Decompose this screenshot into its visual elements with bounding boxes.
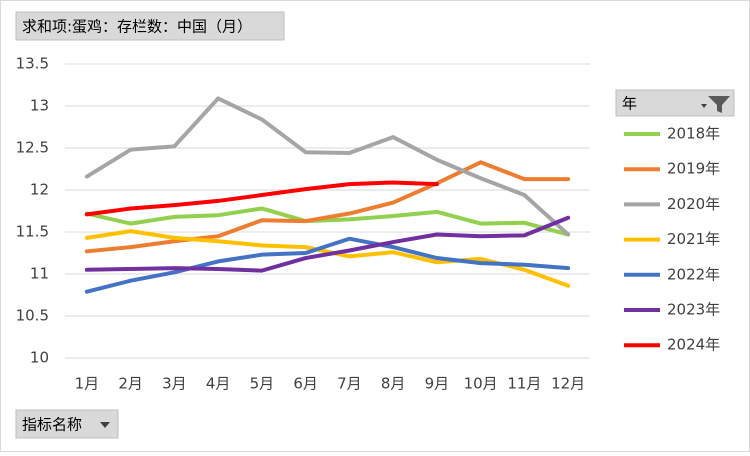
- x-tick-label: 10月: [464, 375, 498, 393]
- dropdown-arrow: [100, 422, 110, 428]
- series-line: [84, 160, 571, 254]
- series-line: [84, 206, 571, 237]
- legend-label: 2024年: [667, 336, 720, 354]
- y-tick-label: 11: [30, 265, 49, 283]
- y-tick-label: 10.5: [16, 307, 49, 325]
- axis-field-button[interactable]: [15, 409, 119, 439]
- value-field-button[interactable]: [15, 11, 285, 41]
- axis-field-label: 指标名称: [22, 416, 82, 434]
- filter-icon: [708, 96, 730, 113]
- y-tick-label: 10: [30, 349, 49, 367]
- series-line: [84, 236, 571, 294]
- x-tick-label: 6月: [293, 375, 318, 393]
- legend-field-button[interactable]: [615, 89, 735, 117]
- x-tick-label: 5月: [250, 375, 275, 393]
- x-tick-label: 9月: [425, 375, 450, 393]
- y-tick-label: 12: [30, 181, 49, 199]
- x-tick-label: 12月: [551, 375, 585, 393]
- legend-label: 2020年: [667, 195, 720, 213]
- x-tick-label: 1月: [75, 375, 100, 393]
- x-tick-label: 7月: [337, 375, 362, 393]
- legend-title: 年: [622, 95, 637, 113]
- legend-label: 2019年: [667, 160, 720, 178]
- series-line: [84, 180, 439, 217]
- legend-label: 2023年: [667, 301, 720, 319]
- x-tick-label: 3月: [162, 375, 187, 393]
- series-line: [84, 96, 571, 237]
- series-line: [84, 215, 571, 273]
- y-tick-label: 11.5: [16, 223, 49, 241]
- x-tick-label: 8月: [381, 375, 406, 393]
- legend-label: 2018年: [667, 125, 720, 143]
- y-tick-label: 13: [30, 97, 49, 115]
- dropdown-arrow: [701, 104, 707, 108]
- legend-label: 2022年: [667, 265, 720, 283]
- y-tick-label: 12.5: [16, 139, 49, 157]
- chart-title: 求和项:蛋鸡：存栏数：中国（月）: [22, 18, 252, 36]
- y-tick-label: 13.5: [16, 55, 49, 73]
- x-tick-label: 2月: [118, 375, 143, 393]
- x-tick-label: 11月: [507, 375, 541, 393]
- series-line: [84, 229, 571, 288]
- legend-label: 2021年: [667, 230, 720, 248]
- x-tick-label: 4月: [206, 375, 231, 393]
